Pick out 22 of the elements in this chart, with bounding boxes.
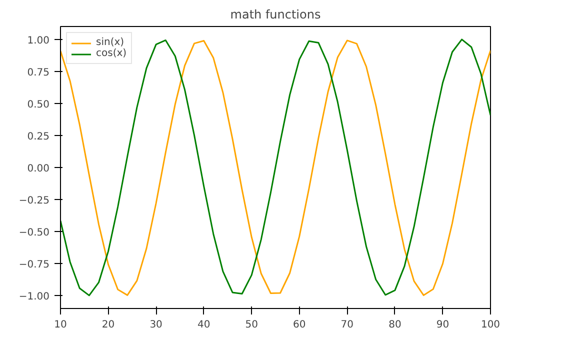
x-tick-label: 40 bbox=[197, 320, 210, 330]
chart-title: math functions bbox=[230, 8, 321, 22]
legend-label: cos(x) bbox=[96, 48, 127, 59]
y-tick-label: 0.00 bbox=[27, 164, 50, 174]
x-tick-label: 80 bbox=[388, 320, 402, 330]
y-tick-label: 0.50 bbox=[27, 99, 50, 110]
y-tick-label: 0.25 bbox=[27, 131, 50, 142]
x-tick-label: 70 bbox=[340, 320, 354, 330]
x-tick-label: 20 bbox=[102, 320, 115, 330]
legend-label: sin(x) bbox=[96, 37, 124, 48]
x-tick-label: 10 bbox=[54, 320, 67, 330]
x-tick-label: 50 bbox=[245, 320, 258, 330]
y-tick-label: −0.75 bbox=[18, 260, 50, 271]
x-tick-label: 90 bbox=[436, 320, 450, 330]
x-tick-label: 100 bbox=[480, 320, 500, 330]
y-tick-label: −0.25 bbox=[18, 196, 50, 207]
y-tick-label: −1.00 bbox=[18, 292, 50, 303]
x-tick-label: 30 bbox=[150, 320, 162, 330]
y-tick-label: −0.50 bbox=[18, 228, 50, 239]
y-tick-label: 1.00 bbox=[27, 35, 50, 46]
x-tick-label: 60 bbox=[293, 320, 306, 330]
y-tick-label: 0.75 bbox=[27, 67, 50, 78]
